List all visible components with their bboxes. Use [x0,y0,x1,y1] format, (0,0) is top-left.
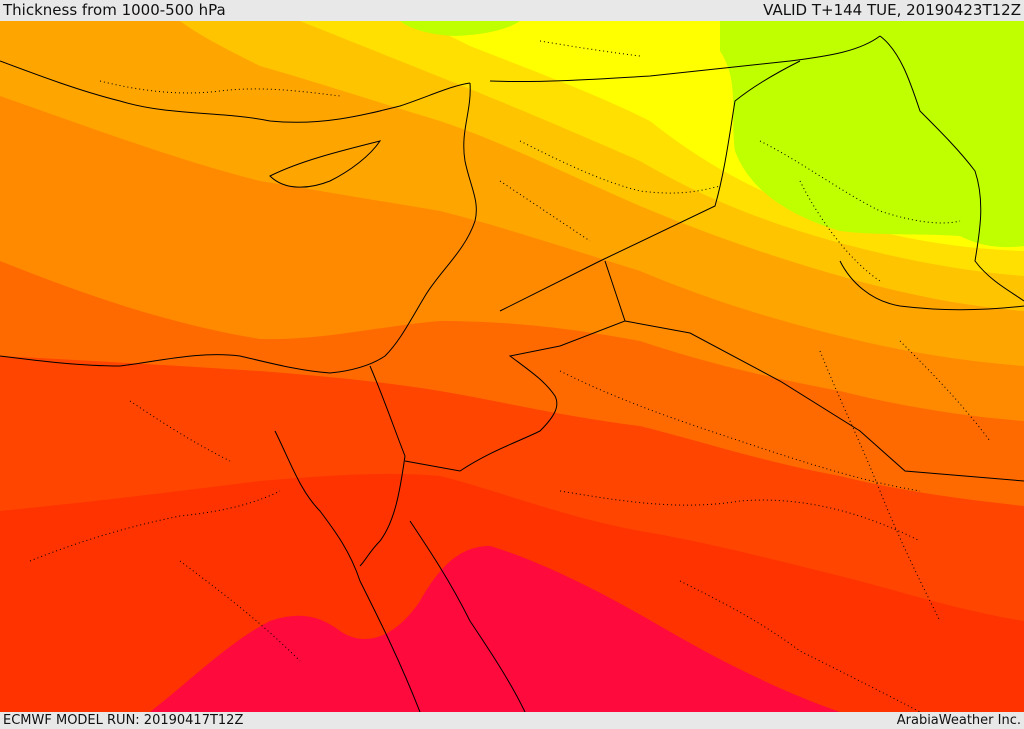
admin-line-iraq-b [799,180,881,282]
map-canvas [0,21,1024,712]
israel-jordan-border [369,365,406,457]
coastlines [0,35,1024,712]
admin-line-syria-b [499,180,591,242]
iraq-iran-border [879,35,1024,302]
sinai-gulf-suez [274,430,421,712]
jordan-saudi-border [404,260,626,472]
admin-line-east-a [899,340,991,442]
admin-line-egypt-a [29,490,281,562]
band-green-small [400,21,520,36]
valid-time: VALID T+144 TUE, 20190423T12Z [763,1,1021,19]
footer-bar: ECMWF MODEL RUN: 20190417T12Z ArabiaWeat… [0,712,1024,729]
admin-boundaries [29,40,991,712]
band-green [720,21,1024,248]
persian-gulf-coast [839,260,1024,311]
admin-line-east-b [679,580,921,712]
admin-line-turkey-b [539,40,641,57]
model-run: ECMWF MODEL RUN: 20190417T12Z [3,713,244,728]
sinai-gulf-aqaba [359,455,406,567]
credit: ArabiaWeather Inc. [896,713,1021,728]
egypt-north-coast [0,354,331,374]
header-bar: Thickness from 1000-500 hPa VALID T+144 … [0,0,1024,21]
levant-coast [329,82,477,374]
map-title: Thickness from 1000-500 hPa [3,1,226,19]
iraq-saudi-border [624,320,1024,482]
admin-line-saudi-b [559,490,921,542]
turkey-coast [0,60,471,123]
admin-line-saudi-c [819,350,941,622]
thickness-map[interactable] [0,21,1024,712]
cyprus-island [269,140,382,188]
band-crimson [150,546,840,712]
syria-turkey-border [489,35,881,83]
red-sea-east [409,520,526,712]
jordan-iraq-border [499,60,801,312]
